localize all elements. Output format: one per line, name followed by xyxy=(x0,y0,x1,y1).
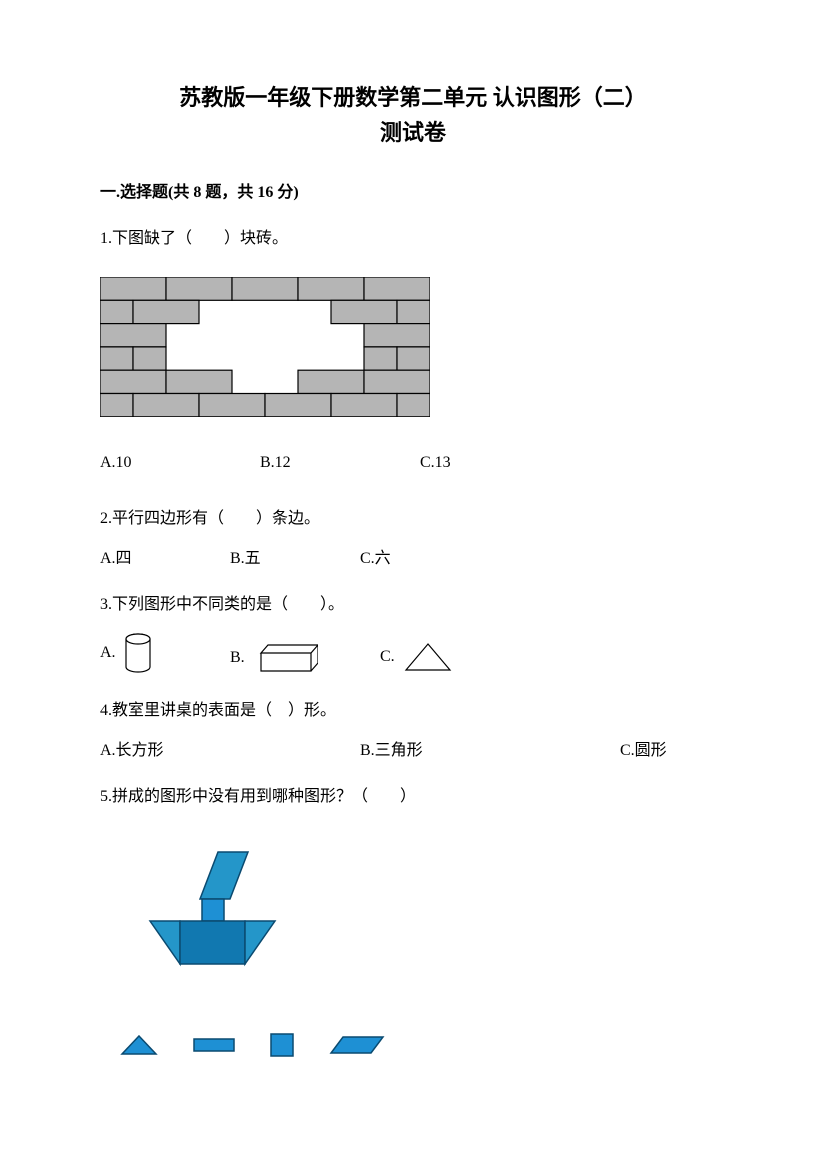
q4-option-c: C.圆形 xyxy=(620,738,667,764)
cylinder-icon xyxy=(124,633,152,673)
q4-option-a: A.长方形 xyxy=(100,738,360,764)
question-4-text: 4.教室里讲桌的表面是（ ）形。 xyxy=(100,698,726,724)
title-line-1: 苏教版一年级下册数学第二单元 认识图形（二） xyxy=(100,80,726,115)
q2-option-b: B.五 xyxy=(230,546,360,572)
question-1: 1.下图缺了（ ）块砖。 A.10 B.12 C.13 xyxy=(100,226,726,476)
question-5-text: 5.拼成的图形中没有用到哪种图形？（ ） xyxy=(100,784,726,810)
question-2-text: 2.平行四边形有（ ）条边。 xyxy=(100,506,726,532)
q3-option-c: C. xyxy=(380,644,395,670)
question-3-options: A. B. C. xyxy=(100,633,726,673)
question-5: 5.拼成的图形中没有用到哪种图形？（ ） xyxy=(100,784,726,1057)
title-line-2: 测试卷 xyxy=(100,115,726,150)
question-1-text: 1.下图缺了（ ）块砖。 xyxy=(100,226,726,252)
q2-option-a: A.四 xyxy=(100,546,230,572)
question-4-options: A.长方形 B.三角形 C.圆形 xyxy=(100,738,726,764)
q1-option-c: C.13 xyxy=(420,450,580,476)
q4-option-b: B.三角形 xyxy=(360,738,620,764)
question-2: 2.平行四边形有（ ）条边。 A.四 B.五 C.六 xyxy=(100,506,726,572)
q3-option-b: B. xyxy=(230,645,245,671)
question-1-options: A.10 B.12 C.13 xyxy=(100,450,726,476)
document-title: 苏教版一年级下册数学第二单元 认识图形（二） 测试卷 xyxy=(100,80,726,150)
small-parallelogram-icon xyxy=(329,1035,385,1055)
q1-option-b: B.12 xyxy=(260,450,420,476)
question-4: 4.教室里讲桌的表面是（ ）形。 A.长方形 B.三角形 C.圆形 xyxy=(100,698,726,764)
small-triangle-icon xyxy=(120,1034,158,1056)
question-3-text: 3.下列图形中不同类的是（ ）。 xyxy=(100,592,726,618)
small-rectangle-icon xyxy=(193,1038,235,1052)
q3-option-a: A. xyxy=(100,640,116,666)
question-2-options: A.四 B.五 C.六 xyxy=(100,546,726,572)
question-5-answer-shapes xyxy=(120,1033,726,1057)
question-3: 3.下列图形中不同类的是（ ）。 A. B. C. xyxy=(100,592,726,673)
cuboid-icon xyxy=(253,643,318,673)
brick-wall-diagram xyxy=(100,277,430,417)
triangle-icon xyxy=(403,641,453,673)
q2-option-c: C.六 xyxy=(360,546,490,572)
boat-tangram-diagram xyxy=(120,844,320,1004)
section-1-header: 一.选择题(共 8 题，共 16 分) xyxy=(100,180,726,206)
small-square-icon xyxy=(270,1033,294,1057)
q1-option-a: A.10 xyxy=(100,450,260,476)
